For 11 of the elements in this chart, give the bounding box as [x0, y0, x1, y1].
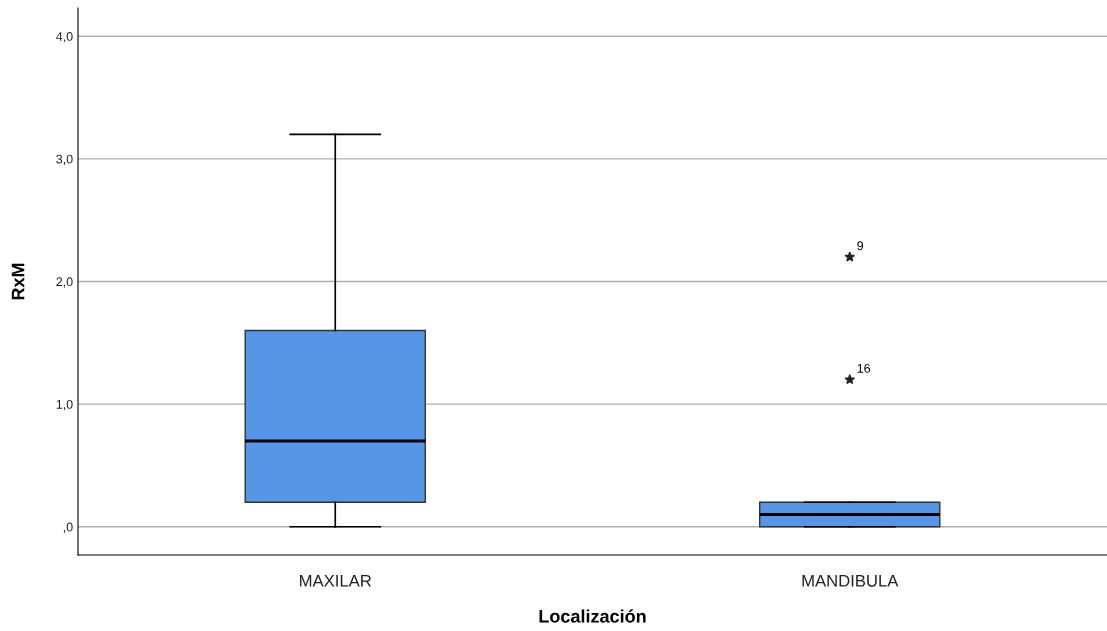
y-tick-label: 4,0	[56, 32, 73, 43]
y-tick-label: ,0	[63, 522, 73, 533]
x-axis-title: Localización	[539, 609, 646, 623]
y-tick-label: 3,0	[56, 154, 73, 165]
annotation: 16	[857, 363, 871, 373]
annotation: 9	[857, 241, 864, 251]
x-tick-label: MANDIBULA	[802, 575, 899, 587]
y-tick-label: 1,0	[56, 399, 73, 411]
y-axis-title: RxM	[11, 263, 25, 300]
x-tick-label: MAXILAR	[300, 575, 372, 587]
y-tick-label: 2,0	[56, 277, 73, 288]
